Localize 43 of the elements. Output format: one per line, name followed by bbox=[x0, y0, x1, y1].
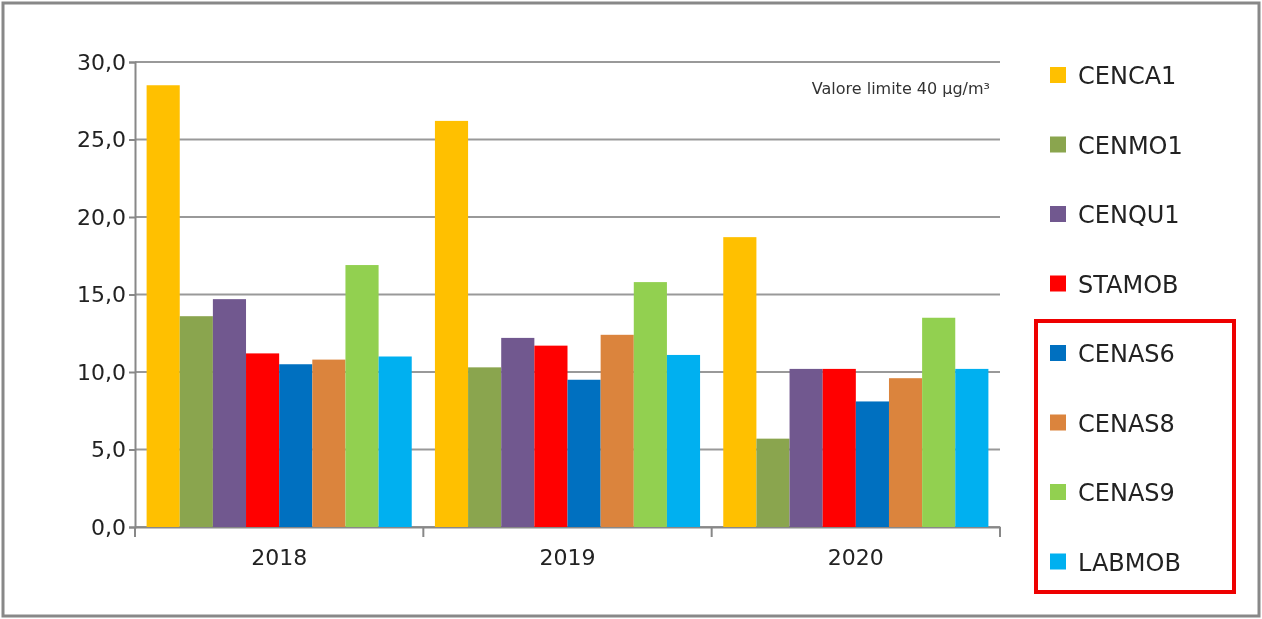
legend-label: CENAS8 bbox=[1078, 409, 1175, 438]
bar bbox=[567, 379, 601, 527]
legend-label: CENMO1 bbox=[1078, 131, 1183, 160]
y-tick-label: 0,0 bbox=[91, 514, 126, 540]
bar bbox=[633, 282, 667, 527]
annotation: Valore limite 40 µg/m³ bbox=[811, 79, 990, 98]
bar bbox=[378, 356, 412, 527]
bar bbox=[246, 353, 280, 527]
legend-label: STAMOB bbox=[1078, 270, 1179, 299]
y-tick-label: 10,0 bbox=[77, 359, 126, 385]
bar bbox=[468, 367, 502, 527]
bar bbox=[279, 364, 313, 527]
bar bbox=[312, 359, 346, 527]
y-tick-label: 15,0 bbox=[77, 282, 126, 308]
bar bbox=[789, 368, 823, 527]
legend-label: CENAS6 bbox=[1078, 340, 1175, 368]
bar bbox=[855, 401, 889, 527]
bar bbox=[666, 354, 701, 527]
y-tick-label: 5,0 bbox=[91, 437, 126, 463]
legend-label: CENAS9 bbox=[1078, 479, 1175, 507]
bar bbox=[955, 368, 989, 527]
legend-label: CENCA1 bbox=[1078, 62, 1177, 90]
bar bbox=[888, 378, 923, 527]
y-tick-label: 20,0 bbox=[77, 204, 126, 230]
x-tick-label: 2018 bbox=[251, 544, 308, 570]
bar bbox=[922, 317, 956, 527]
x-tick-label: 2020 bbox=[827, 544, 884, 570]
legend-label: LABMOB bbox=[1078, 548, 1181, 577]
legend-label: CENQU1 bbox=[1078, 201, 1180, 229]
x-tick-label: 2019 bbox=[539, 544, 596, 570]
bar bbox=[534, 345, 568, 527]
bar bbox=[434, 120, 469, 527]
y-tick-label: 30,0 bbox=[77, 49, 126, 75]
bar bbox=[212, 299, 247, 527]
bar bbox=[756, 438, 790, 527]
bar bbox=[146, 85, 180, 527]
bar bbox=[600, 334, 634, 527]
bar bbox=[822, 368, 856, 527]
bar bbox=[179, 316, 213, 527]
bar bbox=[723, 237, 757, 527]
bar bbox=[501, 337, 535, 527]
y-tick-label: 25,0 bbox=[77, 127, 126, 153]
bar bbox=[345, 265, 379, 527]
